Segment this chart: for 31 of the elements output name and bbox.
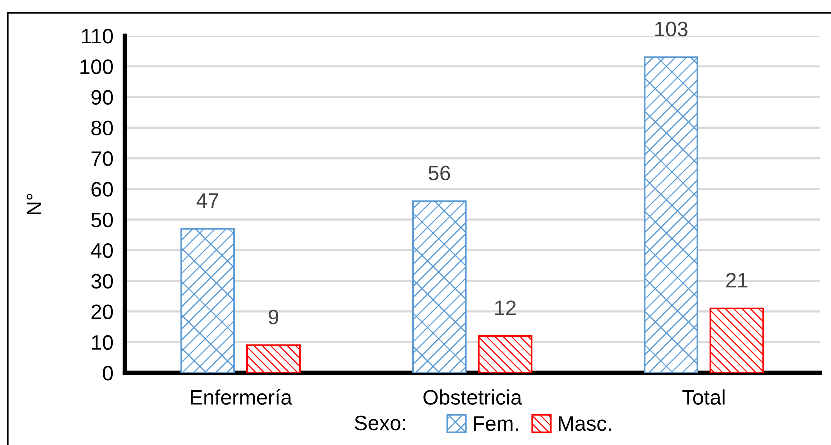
legend-title: Sexo:	[354, 416, 406, 431]
data-label: 103	[655, 22, 688, 37]
y-tick-label: 10	[92, 335, 114, 350]
y-tick-label: 50	[92, 212, 114, 228]
x-tick-label: Obstetricia	[424, 390, 522, 405]
data-label: 12	[495, 300, 516, 316]
data-label: 47	[196, 194, 218, 208]
legend-label: Masc.	[559, 416, 612, 432]
x-tick-label: Total	[682, 390, 725, 405]
bar	[412, 200, 467, 373]
y-tick-label: 100	[80, 60, 114, 74]
bar	[180, 228, 236, 373]
y-tick-label: 20	[92, 304, 114, 320]
y-axis-title: N°	[26, 194, 42, 214]
bar	[246, 344, 301, 373]
y-tick-label: 80	[92, 120, 114, 136]
bar	[710, 308, 764, 373]
data-label: 56	[428, 166, 450, 181]
y-tick-label: 30	[92, 274, 114, 289]
y-tick-label: 40	[91, 243, 114, 258]
y-tick-label: 60	[92, 182, 114, 197]
bar	[644, 56, 699, 373]
bar	[478, 335, 533, 373]
y-tick-label: 0	[103, 366, 114, 381]
y-tick-label: 110	[82, 29, 114, 44]
y-tick-label: 70	[92, 152, 114, 166]
data-label: 21	[726, 273, 748, 288]
legend-label: Fem.	[474, 416, 518, 432]
x-tick-label: Enfermería	[191, 389, 292, 405]
data-label: 9	[268, 310, 279, 325]
y-tick-label: 90	[92, 90, 114, 106]
